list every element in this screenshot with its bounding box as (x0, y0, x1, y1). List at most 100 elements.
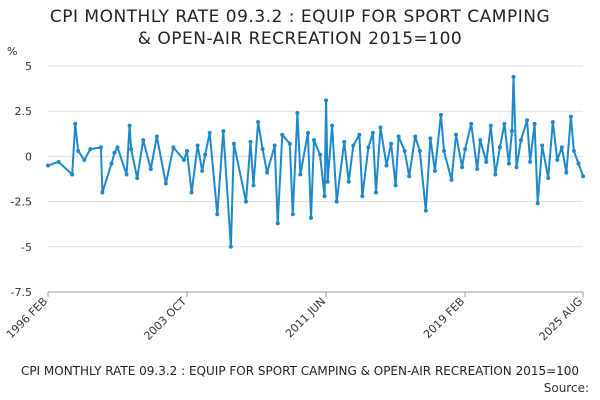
data-point[interactable] (82, 158, 87, 163)
data-point[interactable] (195, 143, 200, 148)
data-point[interactable] (373, 190, 378, 195)
data-point[interactable] (182, 158, 187, 163)
data-point[interactable] (564, 170, 569, 175)
data-point[interactable] (325, 179, 330, 184)
data-point[interactable] (70, 172, 75, 177)
data-point[interactable] (248, 139, 253, 144)
data-point[interactable] (56, 159, 61, 164)
data-point[interactable] (532, 121, 537, 126)
data-point[interactable] (287, 141, 292, 146)
data-point[interactable] (243, 199, 248, 204)
data-point[interactable] (502, 121, 507, 126)
data-point[interactable] (438, 112, 443, 117)
data-point[interactable] (402, 148, 407, 153)
data-point[interactable] (109, 161, 114, 166)
data-point[interactable] (305, 130, 310, 135)
data-point[interactable] (100, 190, 105, 195)
data-point[interactable] (393, 183, 398, 188)
data-point[interactable] (318, 152, 323, 157)
data-point[interactable] (493, 172, 498, 177)
data-point[interactable] (519, 138, 524, 143)
data-point[interactable] (581, 174, 585, 179)
data-point[interactable] (511, 74, 516, 79)
data-point[interactable] (497, 145, 502, 150)
data-point[interactable] (535, 201, 540, 206)
data-point[interactable] (115, 145, 120, 150)
data-point[interactable] (265, 170, 270, 175)
data-point[interactable] (272, 143, 277, 148)
data-point[interactable] (454, 132, 459, 137)
data-point[interactable] (478, 138, 483, 143)
data-point[interactable] (413, 134, 418, 139)
data-point[interactable] (290, 212, 295, 217)
data-point[interactable] (295, 111, 300, 116)
data-point[interactable] (550, 120, 555, 125)
data-point[interactable] (154, 134, 159, 139)
data-point[interactable] (357, 132, 362, 137)
data-point[interactable] (417, 148, 422, 153)
data-point[interactable] (200, 168, 205, 173)
data-point[interactable] (432, 168, 437, 173)
data-point[interactable] (460, 165, 465, 170)
data-point[interactable] (475, 167, 480, 172)
data-point[interactable] (308, 215, 313, 220)
data-point[interactable] (509, 129, 514, 134)
data-point[interactable] (324, 98, 329, 103)
data-point[interactable] (163, 181, 168, 186)
data-point[interactable] (514, 165, 519, 170)
data-point[interactable] (228, 244, 233, 249)
data-point[interactable] (346, 179, 351, 184)
data-point[interactable] (428, 136, 433, 141)
data-point[interactable] (260, 147, 265, 152)
data-point[interactable] (506, 161, 511, 166)
data-point[interactable] (129, 147, 134, 152)
data-point[interactable] (221, 129, 226, 134)
data-point[interactable] (546, 176, 551, 181)
data-point[interactable] (203, 152, 208, 157)
data-point[interactable] (469, 121, 474, 126)
data-point[interactable] (141, 138, 146, 143)
data-point[interactable] (46, 163, 50, 168)
data-point[interactable] (396, 134, 401, 139)
data-point[interactable] (540, 143, 545, 148)
data-point[interactable] (528, 159, 533, 164)
data-point[interactable] (185, 148, 190, 153)
data-point[interactable] (98, 145, 103, 150)
data-point[interactable] (559, 145, 564, 150)
data-point[interactable] (280, 132, 285, 137)
data-point[interactable] (76, 148, 81, 153)
data-point[interactable] (342, 139, 347, 144)
data-point[interactable] (112, 150, 117, 155)
data-point[interactable] (463, 147, 468, 152)
data-point[interactable] (449, 177, 454, 182)
data-point[interactable] (256, 120, 261, 125)
data-point[interactable] (207, 130, 212, 135)
data-point[interactable] (571, 148, 576, 153)
data-point[interactable] (231, 141, 236, 146)
data-point[interactable] (311, 138, 316, 143)
data-point[interactable] (298, 172, 303, 177)
data-point[interactable] (334, 199, 339, 204)
data-point[interactable] (488, 123, 493, 128)
data-point[interactable] (330, 123, 335, 128)
data-point[interactable] (370, 130, 375, 135)
data-point[interactable] (378, 125, 383, 130)
data-point[interactable] (124, 172, 129, 177)
data-point[interactable] (525, 118, 530, 123)
data-point[interactable] (389, 141, 394, 146)
data-point[interactable] (351, 143, 356, 148)
data-point[interactable] (441, 148, 446, 153)
data-point[interactable] (275, 221, 280, 226)
data-point[interactable] (360, 194, 365, 199)
data-point[interactable] (484, 159, 489, 164)
data-point[interactable] (555, 158, 560, 163)
data-point[interactable] (322, 194, 327, 199)
data-point[interactable] (148, 167, 153, 172)
data-point[interactable] (189, 190, 194, 195)
data-point[interactable] (576, 161, 581, 166)
data-point[interactable] (407, 174, 412, 179)
data-point[interactable] (251, 183, 256, 188)
data-point[interactable] (423, 208, 428, 213)
data-point[interactable] (88, 147, 93, 152)
data-point[interactable] (384, 163, 389, 168)
